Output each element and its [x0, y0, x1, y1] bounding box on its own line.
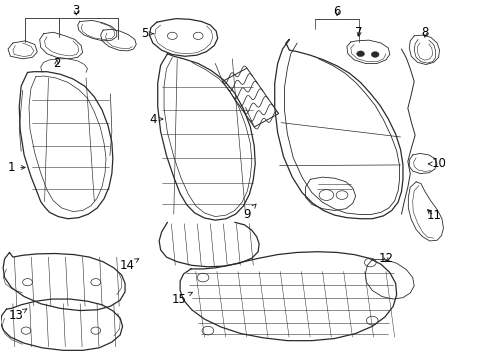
Text: 11: 11 [426, 210, 440, 222]
Text: 3: 3 [72, 4, 80, 17]
Text: 13: 13 [9, 309, 27, 322]
Text: 14: 14 [120, 259, 139, 272]
Text: 8: 8 [420, 26, 427, 39]
Circle shape [370, 51, 378, 57]
Text: 6: 6 [333, 5, 340, 18]
Text: 1: 1 [8, 161, 25, 174]
Text: 5: 5 [141, 27, 154, 40]
Text: 12: 12 [378, 252, 393, 265]
Text: 7: 7 [355, 26, 362, 39]
Text: 2: 2 [53, 57, 61, 70]
Text: 10: 10 [427, 157, 446, 170]
Text: 15: 15 [171, 292, 192, 306]
Text: 9: 9 [243, 204, 256, 221]
Circle shape [356, 51, 364, 57]
Text: 4: 4 [149, 113, 163, 126]
